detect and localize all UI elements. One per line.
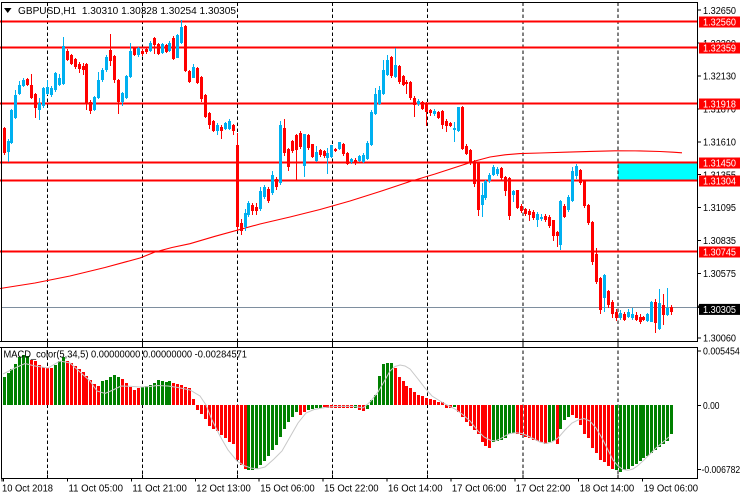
svg-text:1.30835: 1.30835 — [703, 236, 736, 247]
svg-text:18 Oct 14:00: 18 Oct 14:00 — [580, 484, 635, 495]
svg-text:GBPUSD,H1 1.30310 1.30328 1.3: GBPUSD,H1 1.30310 1.30328 1.30254 1.3030… — [18, 6, 236, 17]
svg-text:1.31918: 1.31918 — [703, 100, 736, 111]
svg-text:12 Oct 13:00: 12 Oct 13:00 — [196, 484, 251, 495]
svg-text:0.005454: 0.005454 — [703, 346, 740, 357]
svg-text:1.31610: 1.31610 — [703, 138, 736, 149]
svg-text:19 Oct 06:00: 19 Oct 06:00 — [644, 484, 699, 495]
svg-text:1.31870: 1.31870 — [703, 105, 736, 116]
svg-text:1.32359: 1.32359 — [703, 44, 736, 55]
svg-text:1.30745: 1.30745 — [703, 248, 736, 259]
svg-text:15 Oct 06:00: 15 Oct 06:00 — [260, 484, 315, 495]
svg-text:1.31450: 1.31450 — [703, 159, 736, 170]
svg-text:1.32560: 1.32560 — [703, 18, 736, 29]
svg-text:16 Oct 14:00: 16 Oct 14:00 — [388, 484, 443, 495]
svg-text:1.30575: 1.30575 — [703, 269, 736, 280]
svg-text:17 Oct 22:00: 17 Oct 22:00 — [516, 484, 571, 495]
svg-text:1.30060: 1.30060 — [703, 334, 736, 345]
svg-text:11 Oct 21:00: 11 Oct 21:00 — [132, 484, 187, 495]
svg-text:1.32650: 1.32650 — [703, 6, 736, 17]
svg-text:11 Oct 05:00: 11 Oct 05:00 — [69, 484, 124, 495]
svg-text:10 Oct 2018: 10 Oct 2018 — [2, 484, 53, 495]
svg-text:1.32130: 1.32130 — [703, 72, 736, 83]
svg-text:-0.006782: -0.006782 — [702, 465, 740, 476]
svg-text:15 Oct 22:00: 15 Oct 22:00 — [324, 484, 379, 495]
svg-text:0.00: 0.00 — [703, 401, 720, 412]
svg-text:17 Oct 06:00: 17 Oct 06:00 — [452, 484, 507, 495]
svg-text:1.31095: 1.31095 — [703, 203, 736, 214]
svg-text:MACD_color(5,34,5) 0.00000000: MACD_color(5,34,5) 0.00000000 0.00000000… — [4, 350, 248, 361]
svg-text:1.30305: 1.30305 — [703, 305, 736, 316]
svg-text:1.31304: 1.31304 — [703, 177, 736, 188]
